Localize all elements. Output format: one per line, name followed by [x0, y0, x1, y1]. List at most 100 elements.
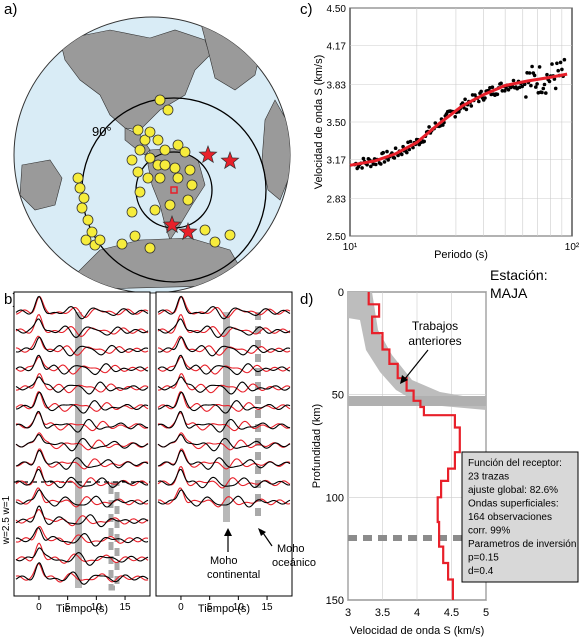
event-marker-2 — [78, 192, 90, 204]
info-line-1: 23 trazas — [468, 472, 509, 483]
c-point — [555, 61, 559, 66]
c-point — [463, 97, 467, 102]
c-point — [529, 83, 533, 88]
c-point — [524, 95, 528, 99]
rf-x-ticks: 0 5 10 15 0 5 10 15 — [36, 596, 273, 613]
panel-a-label: a) — [4, 1, 17, 18]
rf-left-synthetic-trace — [15, 487, 149, 508]
c-point — [374, 162, 378, 167]
c-point — [433, 121, 438, 125]
rf-left-observed-trace — [15, 449, 149, 470]
info-line-5: corr. 99% — [468, 526, 510, 537]
event-marker-12 — [152, 134, 164, 146]
rf-right-observed-trace — [157, 410, 291, 433]
c-point — [500, 89, 505, 93]
velocity-x-ticks: 3 3.5 4 4.5 5 — [345, 607, 489, 619]
seismic-stations — [162, 144, 240, 241]
c-point — [385, 149, 389, 154]
event-marker-31 — [164, 199, 176, 211]
rf-left-observed-trace — [15, 562, 149, 585]
velocity-x-label: Velocidad de onda S (km/s) — [350, 625, 485, 637]
rf-right-synthetic-trace — [157, 412, 291, 432]
c-ytick-6: 4.50 — [327, 4, 347, 15]
event-marker-1 — [74, 182, 86, 194]
rf-left-synthetic-trace — [15, 313, 149, 337]
event-marker-37 — [116, 238, 128, 250]
event-marker-22 — [184, 164, 196, 176]
c-point — [495, 92, 500, 97]
weight-side-label: w=2.5 w=1 — [1, 495, 12, 545]
rf-left-synthetic-trace — [15, 465, 149, 489]
rf-left-observed-trace — [15, 410, 149, 433]
d-ytick-3: 150 — [326, 595, 344, 607]
c-point — [520, 84, 524, 89]
c-point — [547, 79, 552, 84]
station-maja-marker — [170, 186, 178, 194]
c-point — [381, 150, 386, 155]
c-xtick-0: 10¹ — [343, 242, 358, 253]
panel-d: d) Estación: MAJA 0 50 100 150 3 3.5 4 4.5 5 Pr… — [300, 267, 579, 637]
event-marker-24 — [142, 172, 154, 184]
event-marker-26 — [172, 172, 184, 184]
c-point — [477, 99, 481, 104]
rf-left-observed-trace — [15, 376, 149, 395]
d-ytick-2: 100 — [326, 492, 344, 504]
africa-landmass — [261, 99, 290, 201]
station-star-2 — [162, 214, 182, 234]
c-point — [400, 152, 404, 157]
info-line-4: 164 observaciones — [468, 512, 552, 523]
panel-d-label: d) — [300, 291, 313, 308]
earthquake-events — [72, 94, 236, 254]
event-marker-8 — [94, 234, 106, 246]
north-america-landmass — [59, 29, 211, 131]
rf-left-observed-trace — [15, 489, 149, 508]
c-point — [411, 145, 415, 150]
velocity-model-line — [367, 292, 461, 600]
c-ytick-3: 3.50 — [327, 118, 347, 129]
annot-previous-2: anteriores — [408, 334, 461, 348]
rf-right-observed-trace — [157, 489, 291, 508]
event-marker-39 — [162, 104, 174, 116]
d-xtick-2: 4 — [414, 607, 420, 619]
info-line-0: Función del receptor: — [468, 458, 562, 469]
annot-moho-continental-2: continental — [207, 569, 260, 581]
dispersion-x-ticks: 10¹ 10² — [343, 242, 580, 253]
panel-a: a) 90° — [4, 1, 291, 294]
event-marker-40 — [154, 94, 166, 106]
rf-left-synthetic-trace — [15, 508, 149, 527]
event-marker-38 — [224, 229, 236, 241]
rf-right-observed-trace — [158, 391, 291, 414]
event-marker-4 — [82, 214, 94, 226]
c-point — [392, 156, 397, 160]
australia-landmass — [19, 159, 63, 211]
c-point — [386, 158, 391, 162]
inversion-info-lines: Función del receptor: 23 trazas ajuste glo… — [468, 458, 576, 577]
event-marker-14 — [172, 139, 184, 151]
c-point — [499, 81, 503, 86]
rf-xtick-0-1: 5 — [65, 602, 71, 613]
annot-moho-oceanico-1: Moho — [277, 543, 305, 555]
rf-right-synthetic-trace — [158, 372, 291, 394]
event-marker-15 — [179, 146, 191, 158]
d-ytick-0: 0 — [338, 287, 344, 299]
rf-right-synthetic-trace — [157, 313, 291, 337]
c-point — [522, 82, 527, 87]
c-point — [464, 107, 469, 112]
annot-moho-continental-1: Moho — [210, 555, 238, 567]
c-point — [560, 67, 564, 72]
rf-right-x-label: Tiempo (s) — [198, 603, 250, 615]
annot-moho-oceanico-arrowhead — [258, 528, 266, 536]
c-point — [405, 150, 409, 155]
d-xtick-1: 3.5 — [375, 607, 390, 619]
rf-right-synthetic-trace — [157, 335, 291, 356]
event-marker-16 — [134, 144, 146, 156]
event-marker-28 — [134, 186, 146, 198]
c-ytick-4: 3.83 — [327, 80, 347, 91]
c-point — [503, 89, 507, 93]
c-ytick-5: 4.17 — [327, 42, 347, 53]
rf-left-observed-trace — [15, 318, 149, 338]
event-marker-27 — [186, 179, 198, 191]
velocity-y-label: Profundidad (km) — [311, 404, 323, 488]
event-marker-21 — [169, 162, 181, 174]
